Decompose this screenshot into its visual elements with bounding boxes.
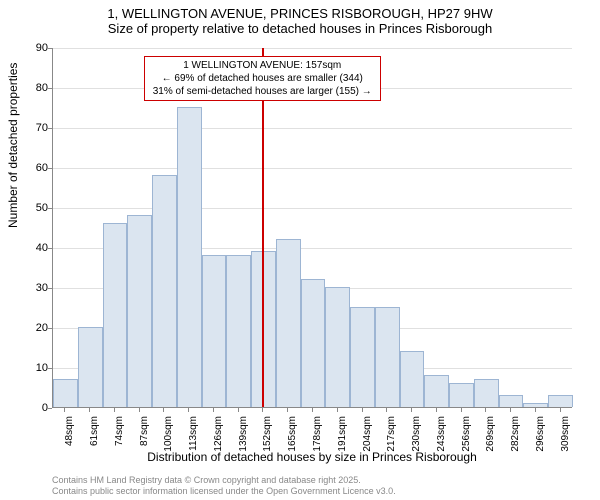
histogram-bar: [276, 239, 301, 407]
x-tick-label: 256sqm: [461, 416, 472, 456]
annotation-line: 31% of semi-detached houses are larger (…: [153, 85, 372, 98]
histogram-bar: [424, 375, 449, 407]
histogram-bar: [400, 351, 425, 407]
reference-marker-line: [262, 48, 264, 407]
histogram-bar: [127, 215, 152, 407]
x-tick-label: 217sqm: [386, 416, 397, 456]
y-tick-label: 10: [4, 362, 48, 374]
histogram-bar: [301, 279, 326, 407]
x-tick-label: 100sqm: [163, 416, 174, 456]
histogram-bar: [474, 379, 499, 407]
footer-line1: Contains HM Land Registry data © Crown c…: [52, 475, 396, 486]
x-tick-label: 191sqm: [337, 416, 348, 456]
y-tick-label: 20: [4, 322, 48, 334]
histogram-bar: [78, 327, 103, 407]
histogram-bar: [350, 307, 375, 407]
histogram-bar: [177, 107, 202, 407]
x-tick-label: 165sqm: [287, 416, 298, 456]
annotation-line: ← 69% of detached houses are smaller (34…: [153, 72, 372, 85]
x-tick-label: 48sqm: [64, 416, 75, 456]
chart-subtitle: Size of property relative to detached ho…: [0, 21, 600, 38]
y-tick-label: 0: [4, 402, 48, 414]
x-tick-label: 269sqm: [485, 416, 496, 456]
y-tick-label: 90: [4, 42, 48, 54]
x-tick-label: 282sqm: [510, 416, 521, 456]
histogram-bar: [375, 307, 400, 407]
histogram-bar: [202, 255, 227, 407]
x-tick-label: 152sqm: [262, 416, 273, 456]
y-tick-label: 60: [4, 162, 48, 174]
x-tick-label: 87sqm: [139, 416, 150, 456]
footer-attribution: Contains HM Land Registry data © Crown c…: [52, 475, 396, 497]
y-tick-label: 30: [4, 282, 48, 294]
histogram-bar: [103, 223, 128, 407]
x-tick-label: 309sqm: [560, 416, 571, 456]
histogram-bar: [523, 403, 548, 407]
histogram-bar: [325, 287, 350, 407]
y-tick-label: 80: [4, 82, 48, 94]
plot-area: 1 WELLINGTON AVENUE: 157sqm← 69% of deta…: [52, 48, 572, 408]
x-tick-label: 204sqm: [362, 416, 373, 456]
x-tick-label: 178sqm: [312, 416, 323, 456]
chart-container: 1, WELLINGTON AVENUE, PRINCES RISBOROUGH…: [0, 0, 600, 500]
y-tick-label: 40: [4, 242, 48, 254]
histogram-bar: [152, 175, 177, 407]
x-tick-label: 243sqm: [436, 416, 447, 456]
annotation-line: 1 WELLINGTON AVENUE: 157sqm: [153, 59, 372, 72]
footer-line2: Contains public sector information licen…: [52, 486, 396, 497]
y-tick-label: 70: [4, 122, 48, 134]
x-tick-label: 139sqm: [238, 416, 249, 456]
annotation-box: 1 WELLINGTON AVENUE: 157sqm← 69% of deta…: [144, 56, 381, 101]
x-tick-label: 61sqm: [89, 416, 100, 456]
x-tick-label: 113sqm: [188, 416, 199, 456]
x-tick-label: 230sqm: [411, 416, 422, 456]
y-tick-label: 50: [4, 202, 48, 214]
x-tick-label: 126sqm: [213, 416, 224, 456]
chart-title: 1, WELLINGTON AVENUE, PRINCES RISBOROUGH…: [0, 0, 600, 21]
x-tick-label: 296sqm: [535, 416, 546, 456]
histogram-bar: [449, 383, 474, 407]
histogram-bar: [548, 395, 573, 407]
histogram-bar: [226, 255, 251, 407]
x-tick-label: 74sqm: [114, 416, 125, 456]
histogram-bar: [53, 379, 78, 407]
histogram-bar: [499, 395, 524, 407]
